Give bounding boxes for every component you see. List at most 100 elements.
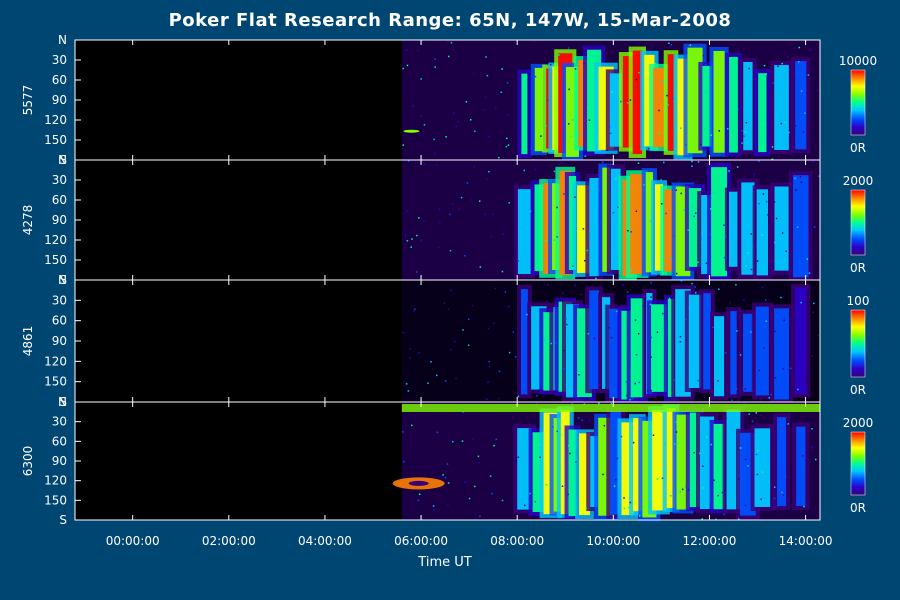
- noise-pixel: [660, 179, 662, 181]
- noise-pixel: [777, 65, 779, 67]
- noise-pixel: [647, 390, 649, 392]
- noise-pixel: [693, 361, 696, 363]
- y-tick-label: 60: [52, 434, 67, 448]
- aurora-band: [774, 308, 789, 400]
- noise-pixel: [705, 262, 708, 265]
- panel-6300: N 30 60 90 120 150 S 6300 2000 0R: [21, 395, 873, 527]
- noise-pixel: [418, 493, 421, 495]
- noise-pixel: [587, 236, 589, 238]
- noise-pixel: [680, 192, 683, 195]
- noise-pixel: [555, 342, 558, 344]
- y-tick-label: 90: [52, 454, 67, 468]
- noise-pixel: [626, 291, 629, 294]
- noise-pixel: [413, 310, 415, 312]
- aurora-band: [689, 412, 701, 508]
- noise-pixel: [802, 131, 805, 133]
- noise-pixel: [401, 431, 404, 433]
- noise-pixel: [765, 200, 768, 203]
- noise-pixel: [402, 460, 405, 463]
- noise-pixel: [739, 447, 742, 449]
- noise-pixel: [744, 131, 747, 133]
- noise-pixel: [484, 96, 487, 98]
- noise-pixel: [478, 200, 481, 202]
- aurora-band: [777, 417, 787, 507]
- noise-pixel: [406, 64, 409, 67]
- aurora-band: [653, 67, 665, 148]
- noise-pixel: [670, 257, 672, 260]
- noise-pixel: [447, 308, 450, 310]
- y-tick-label: 150: [44, 493, 67, 507]
- noise-pixel: [575, 461, 577, 463]
- noise-pixel: [800, 90, 803, 92]
- aurora-band: [666, 408, 676, 509]
- noise-pixel: [479, 515, 481, 518]
- noise-pixel: [490, 236, 492, 238]
- noise-pixel: [582, 228, 585, 230]
- noise-pixel: [783, 319, 785, 322]
- panel-wavelength-label: 5577: [21, 85, 35, 116]
- noise-pixel: [493, 444, 495, 447]
- noise-pixel: [798, 46, 801, 49]
- noise-pixel: [563, 367, 565, 370]
- noise-pixel: [506, 137, 508, 140]
- panel-4861: N 30 60 90 120 150 S 4861 100 0R: [21, 273, 869, 409]
- noise-pixel: [623, 507, 626, 510]
- noise-pixel: [737, 478, 740, 480]
- noise-pixel: [694, 291, 697, 294]
- noise-pixel: [434, 152, 436, 155]
- noise-pixel: [452, 49, 455, 51]
- panel-wavelength-label: 4861: [21, 326, 35, 357]
- noise-pixel: [446, 463, 449, 465]
- noise-pixel: [578, 132, 581, 135]
- noise-pixel: [632, 441, 635, 444]
- colorbar-min-label: 0R: [850, 501, 866, 515]
- noise-pixel: [508, 351, 511, 354]
- noise-pixel: [729, 301, 731, 304]
- aurora-band: [521, 73, 528, 155]
- panel-wavelength-label: 4278: [21, 205, 35, 236]
- noise-pixel: [807, 74, 810, 76]
- aurora-band: [729, 56, 738, 153]
- noise-pixel: [653, 147, 655, 150]
- noise-pixel: [427, 382, 429, 384]
- noise-pixel: [759, 414, 762, 417]
- aurora-band: [758, 73, 767, 153]
- noise-pixel: [808, 272, 811, 274]
- noise-pixel: [451, 203, 454, 205]
- noise-pixel: [609, 132, 612, 135]
- noise-pixel: [450, 41, 453, 44]
- noise-pixel: [452, 440, 454, 443]
- noise-pixel: [567, 123, 570, 125]
- noise-pixel: [723, 256, 726, 259]
- noise-pixel: [615, 86, 617, 89]
- noise-pixel: [702, 55, 705, 57]
- noise-pixel: [458, 208, 460, 210]
- noise-pixel: [771, 371, 773, 373]
- noise-pixel: [711, 122, 714, 125]
- colorbar: [850, 431, 866, 496]
- noise-pixel: [586, 249, 589, 252]
- y-tick-label: 150: [44, 253, 67, 267]
- noise-pixel: [736, 330, 738, 332]
- noise-pixel: [449, 213, 451, 216]
- noise-pixel: [406, 210, 409, 212]
- noise-pixel: [800, 181, 803, 184]
- noise-pixel: [492, 213, 494, 215]
- noise-pixel: [487, 327, 490, 330]
- noise-pixel: [651, 45, 654, 47]
- noise-pixel: [679, 127, 682, 129]
- noise-pixel: [581, 419, 583, 421]
- noise-pixel: [787, 423, 790, 425]
- y-tick-label: 150: [44, 133, 67, 147]
- noise-pixel: [750, 268, 753, 271]
- x-tick-label: 10:00:00: [586, 534, 640, 548]
- noise-pixel: [662, 161, 665, 164]
- noise-pixel: [794, 177, 796, 180]
- x-tick-label: 02:00:00: [202, 534, 256, 548]
- noise-pixel: [813, 302, 815, 305]
- noise-pixel: [545, 125, 547, 127]
- noise-pixel: [629, 399, 631, 401]
- noise-pixel: [615, 479, 617, 481]
- y-tick-label: 120: [44, 113, 67, 127]
- colorbar: [850, 69, 866, 136]
